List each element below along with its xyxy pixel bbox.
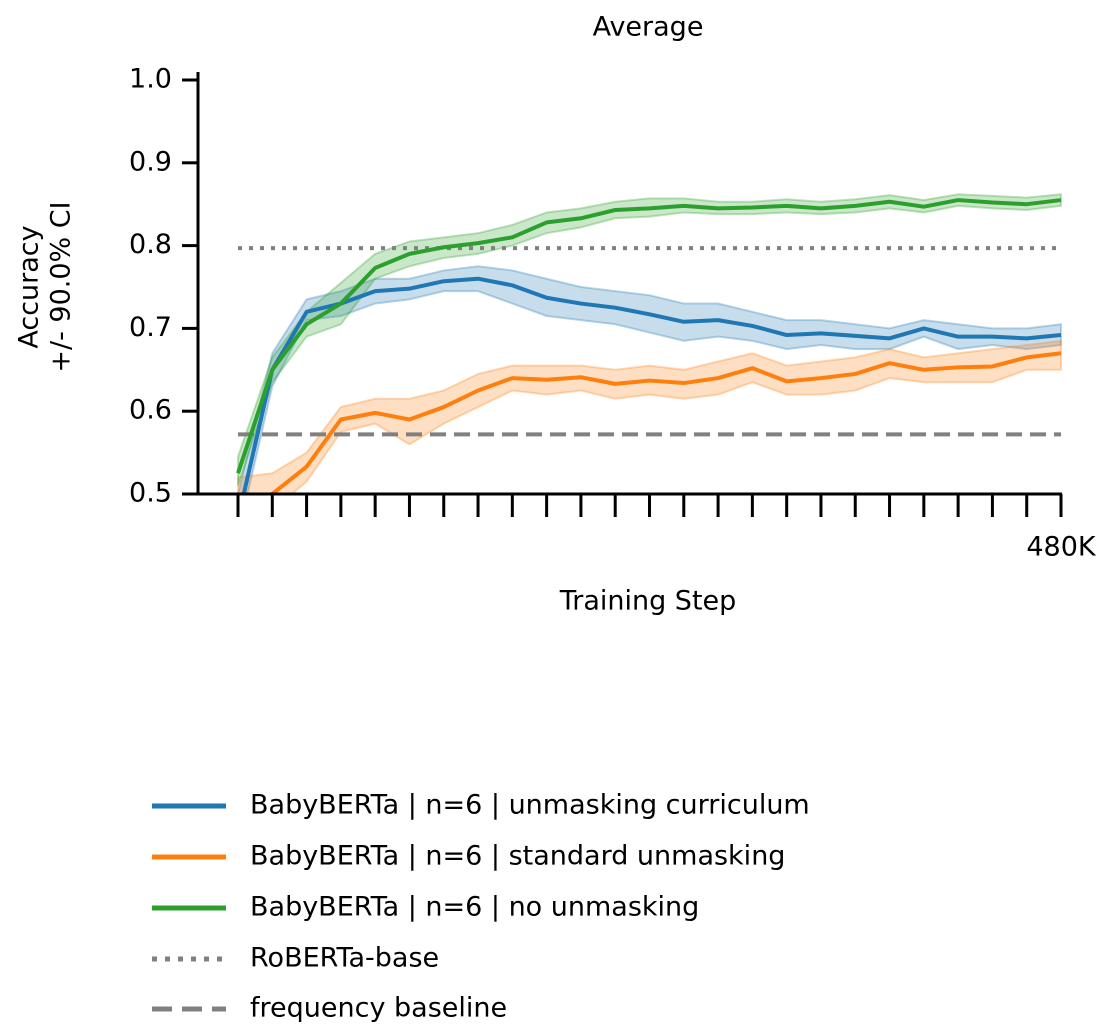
legend-label: frequency baseline — [250, 993, 507, 1024]
x-tick-label: 480K — [1026, 532, 1097, 563]
x-axis-label: Training Step — [559, 586, 737, 617]
y-tick-label: 0.5 — [129, 478, 172, 509]
y-axis-label: +/- 90.0% CI — [46, 201, 77, 372]
y-tick-label: 0.6 — [129, 395, 172, 426]
y-tick-label: 1.0 — [129, 64, 172, 95]
legend-label: BabyBERTa | n=6 | standard unmasking — [250, 841, 785, 872]
chart-title: Average — [593, 12, 704, 43]
plot-area — [236, 193, 1062, 494]
y-axis-label: Accuracy — [14, 225, 45, 348]
y-tick-label: 0.8 — [129, 229, 172, 260]
series-line — [263, 351, 1062, 494]
legend-label: RoBERTa-base — [250, 943, 439, 974]
ci-band — [237, 193, 1062, 487]
legend-label: BabyBERTa | n=6 | unmasking curriculum — [250, 790, 810, 821]
y-tick-label: 0.7 — [129, 312, 172, 343]
legend-label: BabyBERTa | n=6 | no unmasking — [250, 892, 699, 923]
y-tick-label: 0.9 — [129, 146, 172, 177]
series-line — [236, 198, 1062, 474]
series-line — [241, 276, 1062, 494]
ci-band — [237, 265, 1062, 494]
ci-band — [237, 339, 1062, 494]
